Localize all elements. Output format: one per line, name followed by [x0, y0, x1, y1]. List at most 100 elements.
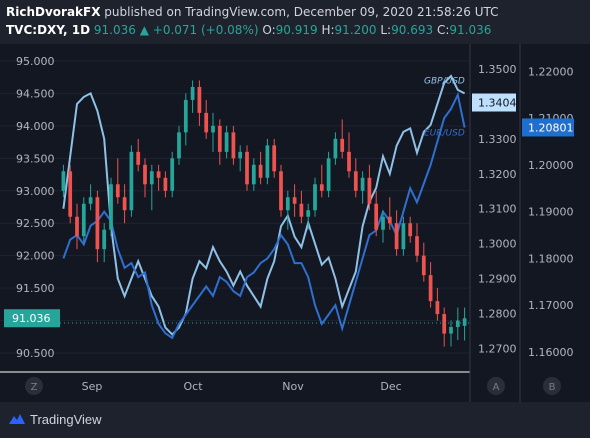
candle-body — [421, 255, 426, 276]
candle-body — [285, 197, 290, 211]
last-value-label: 1.20801 — [528, 121, 574, 134]
dxy-tick-label: 92.500 — [16, 217, 55, 230]
candle-body — [177, 132, 181, 159]
candle-body — [442, 314, 447, 334]
candle-body — [88, 197, 93, 204]
ohlc-line: TVC:DXY, 1D 91.036 ▲ +0.071 (+0.08%) O: 9… — [6, 23, 491, 37]
last-value-badge — [472, 93, 516, 112]
candle-body — [136, 151, 141, 165]
zoom-reset-button-label: Z — [31, 382, 38, 393]
series-line-gbpusd — [62, 74, 466, 336]
candle-body — [258, 164, 263, 178]
auto-scale-button-a[interactable] — [487, 377, 505, 395]
candle-body — [170, 158, 175, 191]
series-name-label: EUR/USD — [424, 129, 465, 139]
low-value: 90.693 — [391, 23, 434, 37]
candle-body — [381, 216, 385, 230]
candle-body — [183, 99, 188, 133]
change-arrow-icon: ▲ — [139, 23, 149, 37]
candle-body — [435, 301, 440, 315]
candles — [61, 80, 467, 347]
dxy-tick-label: 93.500 — [16, 152, 55, 165]
axis-tick-label: 1.3200 — [478, 168, 517, 181]
candle-body — [197, 86, 202, 113]
close-value: 91.036 — [449, 23, 492, 37]
candle-body — [374, 203, 379, 230]
candle-body — [238, 151, 243, 159]
gbpusd-price-axis[interactable]: 1.35001.34001.33001.32001.31001.30001.29… — [472, 63, 517, 356]
candle-body — [122, 197, 127, 211]
candle-body — [61, 171, 66, 191]
candle-body — [156, 171, 161, 178]
axis-tick-label: 1.2800 — [478, 308, 517, 321]
candle-body — [251, 164, 256, 185]
candle-body — [204, 112, 209, 133]
candle-body — [387, 216, 392, 224]
candle-body — [81, 203, 86, 237]
candle-body — [163, 177, 168, 191]
axis-tick-label: 1.2700 — [478, 343, 517, 356]
candle-body — [313, 184, 317, 211]
price-change: +0.071 (+0.08%) — [152, 23, 259, 37]
candle-body — [149, 171, 154, 185]
candle-body — [211, 125, 215, 133]
last-value-label: 1.3404 — [478, 97, 517, 110]
time-tick-label: Sep — [82, 380, 103, 393]
axis-tick-label: 1.20000 — [528, 159, 574, 172]
dxy-tick-label: 94.000 — [16, 120, 55, 133]
publish-line: RichDvorakFX published on TradingView.co… — [6, 5, 499, 19]
high-value: 91.200 — [334, 23, 377, 37]
close-label: C: — [436, 23, 450, 37]
candle-body — [360, 177, 365, 191]
dxy-price-axis[interactable]: 95.000 94.500 94.000 93.500 93.000 92.500 92.0… — [4, 55, 60, 360]
axis-tick-label: 1.22000 — [528, 65, 574, 78]
time-tick-label: Nov — [282, 380, 304, 393]
candle-body — [129, 151, 134, 211]
candle-body — [279, 171, 283, 211]
series-name-label: GBP/USD — [424, 76, 465, 86]
auto-scale-button-b[interactable] — [543, 377, 561, 395]
candle-body — [75, 216, 79, 237]
time-tick-label: Oct — [183, 380, 203, 393]
author-name[interactable]: RichDvorakFX — [6, 5, 101, 19]
dxy-tick-label: 91.500 — [16, 282, 55, 295]
auto-scale-button-a-label: A — [493, 382, 500, 393]
candle-body — [353, 171, 358, 191]
candle-body — [306, 210, 311, 217]
candle-body — [340, 138, 345, 152]
open-label: O: — [262, 23, 276, 37]
time-axis[interactable]: Sep Oct Nov Dec — [82, 380, 402, 393]
dxy-last-badge — [4, 309, 60, 328]
candle-body — [143, 164, 147, 185]
tradingview-logo-icon — [9, 414, 25, 424]
candle-body — [333, 138, 338, 159]
price-chart[interactable]: 95.000 94.500 94.000 93.500 93.000 92.500 92.0… — [0, 44, 590, 402]
candle-body — [224, 132, 229, 152]
dxy-last-label: 91.036 — [12, 312, 51, 325]
dxy-tick-label: 94.500 — [16, 87, 55, 100]
axis-tick-label: 1.16000 — [528, 346, 574, 359]
candle-body — [394, 223, 399, 250]
candle-body — [95, 197, 100, 250]
candle-body — [455, 320, 460, 328]
candle-body — [408, 223, 413, 237]
dxy-tick-label: 93.000 — [16, 185, 55, 198]
axis-tick-label: 1.3100 — [478, 203, 517, 216]
candle-body — [347, 151, 351, 172]
candle-body — [231, 132, 236, 159]
symbol-label[interactable]: TVC:DXY, 1D — [6, 23, 91, 37]
candle-body — [449, 327, 453, 334]
dxy-tick-label: 95.000 — [16, 55, 55, 68]
footer-bar: TradingView — [0, 402, 590, 438]
axis-tick-label: 1.18000 — [528, 252, 574, 265]
candle-body — [272, 145, 277, 172]
candle-body — [68, 171, 73, 217]
last-price: 91.036 — [93, 23, 136, 37]
zoom-reset-button[interactable] — [25, 377, 43, 395]
chart-header: RichDvorakFX published on TradingView.co… — [0, 0, 590, 44]
candle-body — [326, 158, 331, 191]
eurusd-price-axis[interactable]: 1.220001.210001.200001.190001.180001.170… — [522, 65, 574, 359]
axis-tick-label: 1.3300 — [478, 133, 517, 146]
brand-name[interactable]: TradingView — [30, 412, 102, 427]
candle-body — [217, 125, 222, 152]
